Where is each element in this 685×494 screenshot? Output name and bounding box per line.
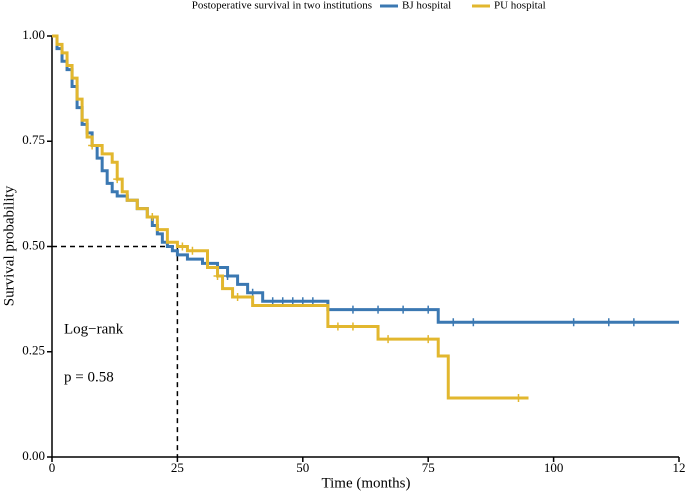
censor-mark [514, 394, 523, 403]
x-tick-label: 25 [171, 460, 184, 475]
censor-mark [213, 271, 222, 280]
censor-mark [278, 297, 287, 306]
censor-mark [178, 242, 187, 251]
x-tick-label: 0 [49, 460, 56, 475]
censor-mark [424, 305, 433, 314]
legend-title: Postoperative survival in two institutio… [192, 0, 372, 12]
censor-mark [348, 322, 357, 331]
annotation: Log−rank [64, 321, 124, 337]
censor-mark [604, 318, 613, 327]
censor-mark [424, 335, 433, 344]
censor-mark [188, 246, 197, 255]
censor-mark [288, 297, 297, 306]
censor-mark [148, 213, 157, 222]
legend-label: BJ hospital [402, 0, 451, 12]
censor-mark [88, 141, 97, 150]
censor-mark [223, 271, 232, 280]
x-tick-label: 100 [544, 460, 564, 475]
censor-mark [374, 305, 383, 314]
censor-mark [348, 305, 357, 314]
censor-mark [333, 322, 342, 331]
censor-mark [308, 297, 317, 306]
annotation: p = 0.58 [64, 369, 114, 385]
x-tick-label: 75 [422, 460, 435, 475]
y-tick-label: 0.50 [22, 237, 45, 252]
censor-mark [569, 318, 578, 327]
median-line [52, 245, 179, 457]
censor-mark [629, 318, 638, 327]
y-tick-label: 0.75 [22, 132, 45, 147]
censor-mark [233, 293, 242, 302]
censor-mark [298, 297, 307, 306]
censor-mark [248, 288, 257, 297]
y-tick-label: 0.00 [22, 448, 45, 463]
survival-curve [52, 34, 679, 324]
censor-mark [384, 335, 393, 344]
survival-curve [52, 34, 529, 400]
censor-mark [449, 318, 458, 327]
y-tick-label: 1.00 [22, 27, 45, 42]
censor-mark [399, 305, 408, 314]
x-tick-label: 50 [296, 460, 309, 475]
x-tick-label: 12 [673, 460, 685, 475]
x-axis-label: Time (months) [321, 475, 410, 491]
legend-label: PU hospital [494, 0, 546, 12]
censor-mark [268, 297, 277, 306]
censor-mark [469, 318, 478, 327]
y-tick-label: 0.25 [22, 343, 45, 358]
y-axis-label: Survival probability [1, 185, 17, 306]
censor-mark [113, 175, 122, 184]
